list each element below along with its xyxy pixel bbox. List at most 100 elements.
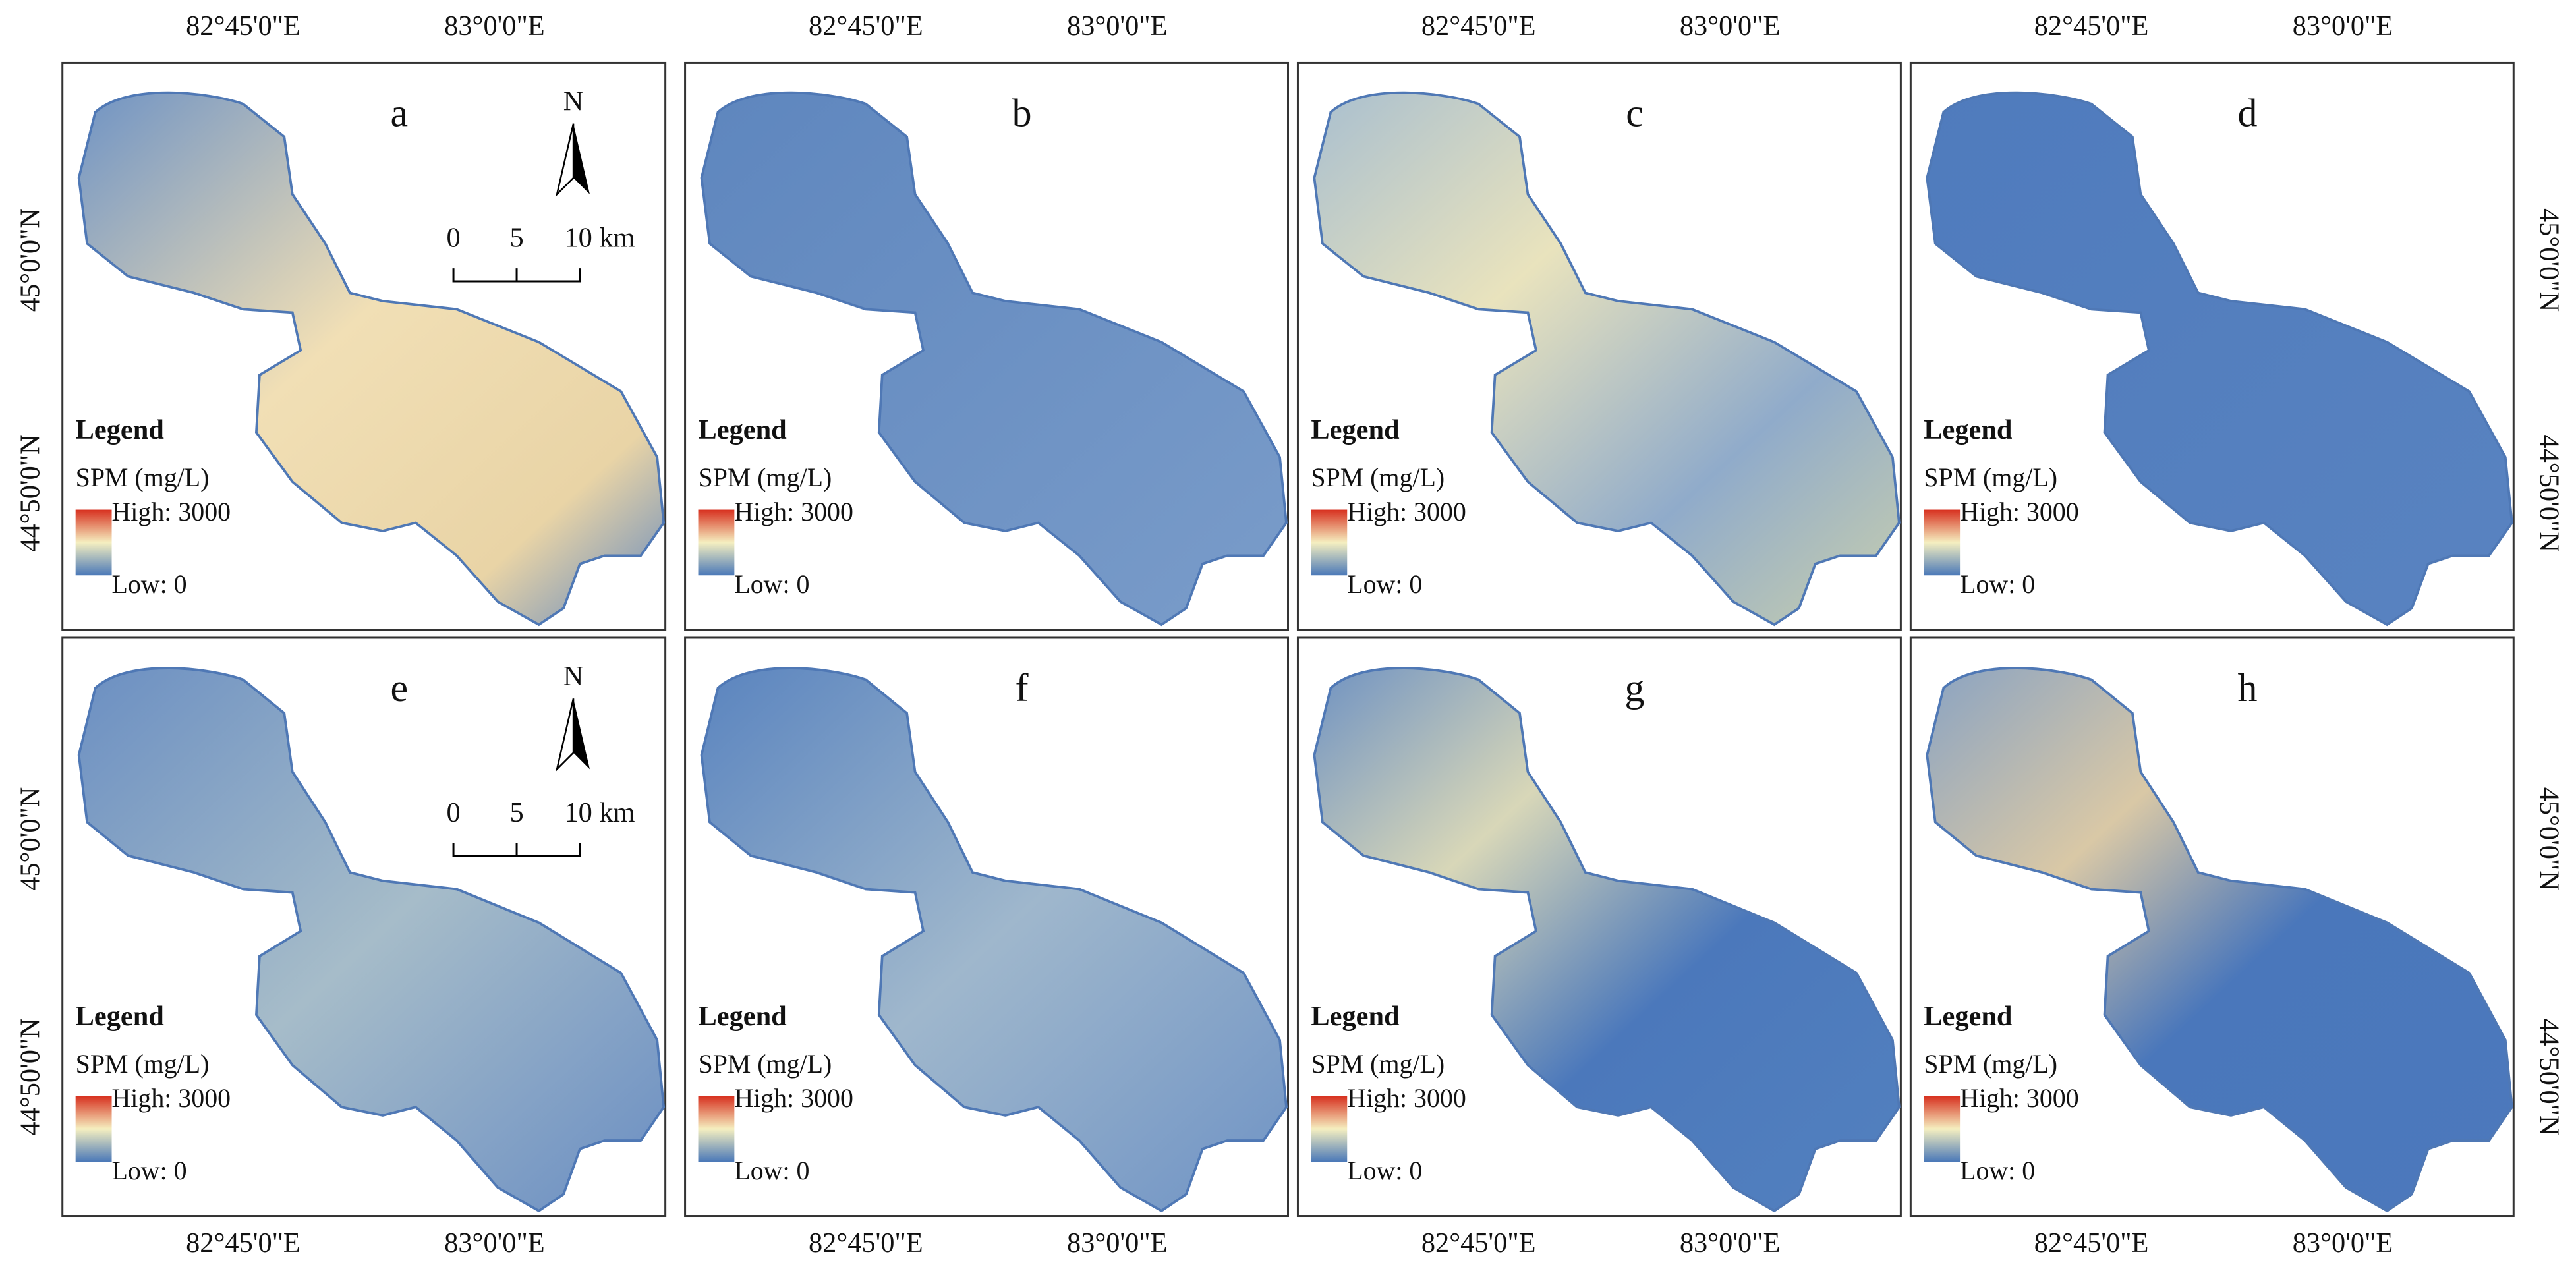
map-panel: a Legend SPM (mg/L) High: 3000 Low: 0 N 0 5 10 k… xyxy=(15,11,667,631)
legend-title: Legend xyxy=(1924,414,2013,445)
panel-letter: f xyxy=(1016,666,1029,710)
longitude-label: 83°0'0"E xyxy=(2293,1227,2393,1258)
panel-letter: b xyxy=(1012,91,1032,134)
scale-label: 5 xyxy=(509,222,523,253)
legend-high: High: 3000 xyxy=(112,1083,231,1113)
lake-map xyxy=(1313,91,1901,627)
legend-unit: SPM (mg/L) xyxy=(1311,463,1445,492)
legend-low: Low: 0 xyxy=(734,569,809,599)
latitude-label: 45°0'0"N xyxy=(2533,787,2564,891)
map-panel: b Legend SPM (mg/L) High: 3000 Low: 0 82°45'0… xyxy=(684,11,1289,631)
legend-title: Legend xyxy=(1924,1001,2013,1032)
scale-label: 10 km xyxy=(564,222,635,253)
scale-bar xyxy=(452,843,581,858)
latitude-label: 44°50'0"N xyxy=(2533,1018,2564,1135)
panel-letter: a xyxy=(391,91,409,134)
longitude-label: 83°0'0"E xyxy=(444,11,545,42)
legend-low: Low: 0 xyxy=(1347,1156,1422,1185)
longitude-label: 82°45'0"E xyxy=(809,1227,923,1258)
legend-title: Legend xyxy=(1311,1001,1400,1032)
lake-map xyxy=(1926,91,2513,627)
north-label: N xyxy=(563,86,584,117)
legend-low: Low: 0 xyxy=(1347,569,1422,599)
longitude-label: 83°0'0"E xyxy=(444,1227,545,1258)
legend-title: Legend xyxy=(76,414,165,445)
legend-low: Low: 0 xyxy=(112,1156,187,1185)
map-panel: e Legend SPM (mg/L) High: 3000 Low: 0 N 0 5 10 k… xyxy=(15,636,667,1258)
legend-unit: SPM (mg/L) xyxy=(1924,463,2057,492)
legend-unit: SPM (mg/L) xyxy=(699,1049,832,1079)
longitude-label: 82°45'0"E xyxy=(2034,11,2149,42)
legend-unit: SPM (mg/L) xyxy=(1924,1049,2057,1079)
legend-high: High: 3000 xyxy=(734,1083,853,1113)
longitude-label: 82°45'0"E xyxy=(1421,1227,1536,1258)
legend-low: Low: 0 xyxy=(734,1156,809,1185)
legend-ramp xyxy=(1311,1096,1348,1162)
latitude-label: 44°50'0"N xyxy=(15,1018,46,1135)
longitude-label: 83°0'0"E xyxy=(1680,1227,1781,1258)
longitude-label: 82°45'0"E xyxy=(1421,11,1536,42)
legend-title: Legend xyxy=(699,414,787,445)
legend-title: Legend xyxy=(76,1001,165,1032)
legend-low: Low: 0 xyxy=(1960,569,2035,599)
legend-high: High: 3000 xyxy=(1347,497,1466,526)
legend-ramp xyxy=(75,1096,112,1162)
legend-unit: SPM (mg/L) xyxy=(1311,1049,1445,1079)
legend-unit: SPM (mg/L) xyxy=(76,1049,210,1079)
map-panel: d Legend SPM (mg/L) High: 3000 Low: 0 82°45'0… xyxy=(1909,11,2564,631)
lake-map xyxy=(1926,667,2513,1213)
legend-title: Legend xyxy=(699,1001,787,1032)
lake-map xyxy=(77,667,666,1213)
scale-label: 10 km xyxy=(564,797,635,828)
longitude-label: 83°0'0"E xyxy=(1680,11,1781,42)
legend-ramp xyxy=(1924,509,1961,576)
lake-map xyxy=(700,91,1288,627)
scale-label: 0 xyxy=(446,222,460,253)
legend-low: Low: 0 xyxy=(112,569,187,599)
longitude-label: 83°0'0"E xyxy=(1067,11,1168,42)
legend-ramp xyxy=(1311,509,1348,576)
latitude-label: 45°0'0"N xyxy=(15,787,46,891)
legend-unit: SPM (mg/L) xyxy=(699,463,832,492)
legend-ramp xyxy=(75,509,112,576)
longitude-label: 82°45'0"E xyxy=(2034,1227,2149,1258)
longitude-label: 83°0'0"E xyxy=(1067,1227,1168,1258)
latitude-label: 45°0'0"N xyxy=(2533,208,2564,312)
longitude-label: 82°45'0"E xyxy=(186,11,301,42)
longitude-label: 82°45'0"E xyxy=(186,1227,301,1258)
panel-letter: e xyxy=(391,666,409,710)
legend-ramp xyxy=(698,509,735,576)
legend-unit: SPM (mg/L) xyxy=(76,463,210,492)
panel-letter: g xyxy=(1625,666,1645,710)
legend-high: High: 3000 xyxy=(1347,1083,1466,1113)
map-panel: h Legend SPM (mg/L) High: 3000 Low: 0 82°45'0… xyxy=(1909,636,2564,1258)
legend-high: High: 3000 xyxy=(1960,1083,2079,1113)
lake-map xyxy=(77,91,666,627)
legend-high: High: 3000 xyxy=(1960,497,2079,526)
legend-title: Legend xyxy=(1311,414,1400,445)
legend-high: High: 3000 xyxy=(734,497,853,526)
latitude-label: 45°0'0"N xyxy=(15,208,46,312)
legend-ramp xyxy=(1924,1096,1961,1162)
map-panel: g Legend SPM (mg/L) High: 3000 Low: 0 82°45'0… xyxy=(1296,636,1902,1258)
latitude-label: 44°50'0"N xyxy=(15,434,46,551)
lake-map xyxy=(700,667,1288,1213)
panel-letter: d xyxy=(2237,91,2257,134)
scale-label: 5 xyxy=(509,797,523,828)
longitude-label: 83°0'0"E xyxy=(2293,11,2393,42)
legend-ramp xyxy=(698,1096,735,1162)
scale-bar xyxy=(452,268,581,283)
map-panel: f Legend SPM (mg/L) High: 3000 Low: 0 82°45'0… xyxy=(684,636,1289,1258)
latitude-label: 44°50'0"N xyxy=(2533,434,2564,551)
longitude-label: 82°45'0"E xyxy=(809,11,923,42)
lake-map xyxy=(1313,667,1901,1213)
legend-high: High: 3000 xyxy=(112,497,231,526)
scale-label: 0 xyxy=(446,797,460,828)
panel-letter: h xyxy=(2237,666,2257,710)
map-panel: c Legend SPM (mg/L) High: 3000 Low: 0 82°45'0… xyxy=(1296,11,1902,631)
north-label: N xyxy=(563,661,584,692)
panel-letter: c xyxy=(1626,91,1644,134)
north-arrow xyxy=(573,698,590,770)
legend-low: Low: 0 xyxy=(1960,1156,2035,1185)
